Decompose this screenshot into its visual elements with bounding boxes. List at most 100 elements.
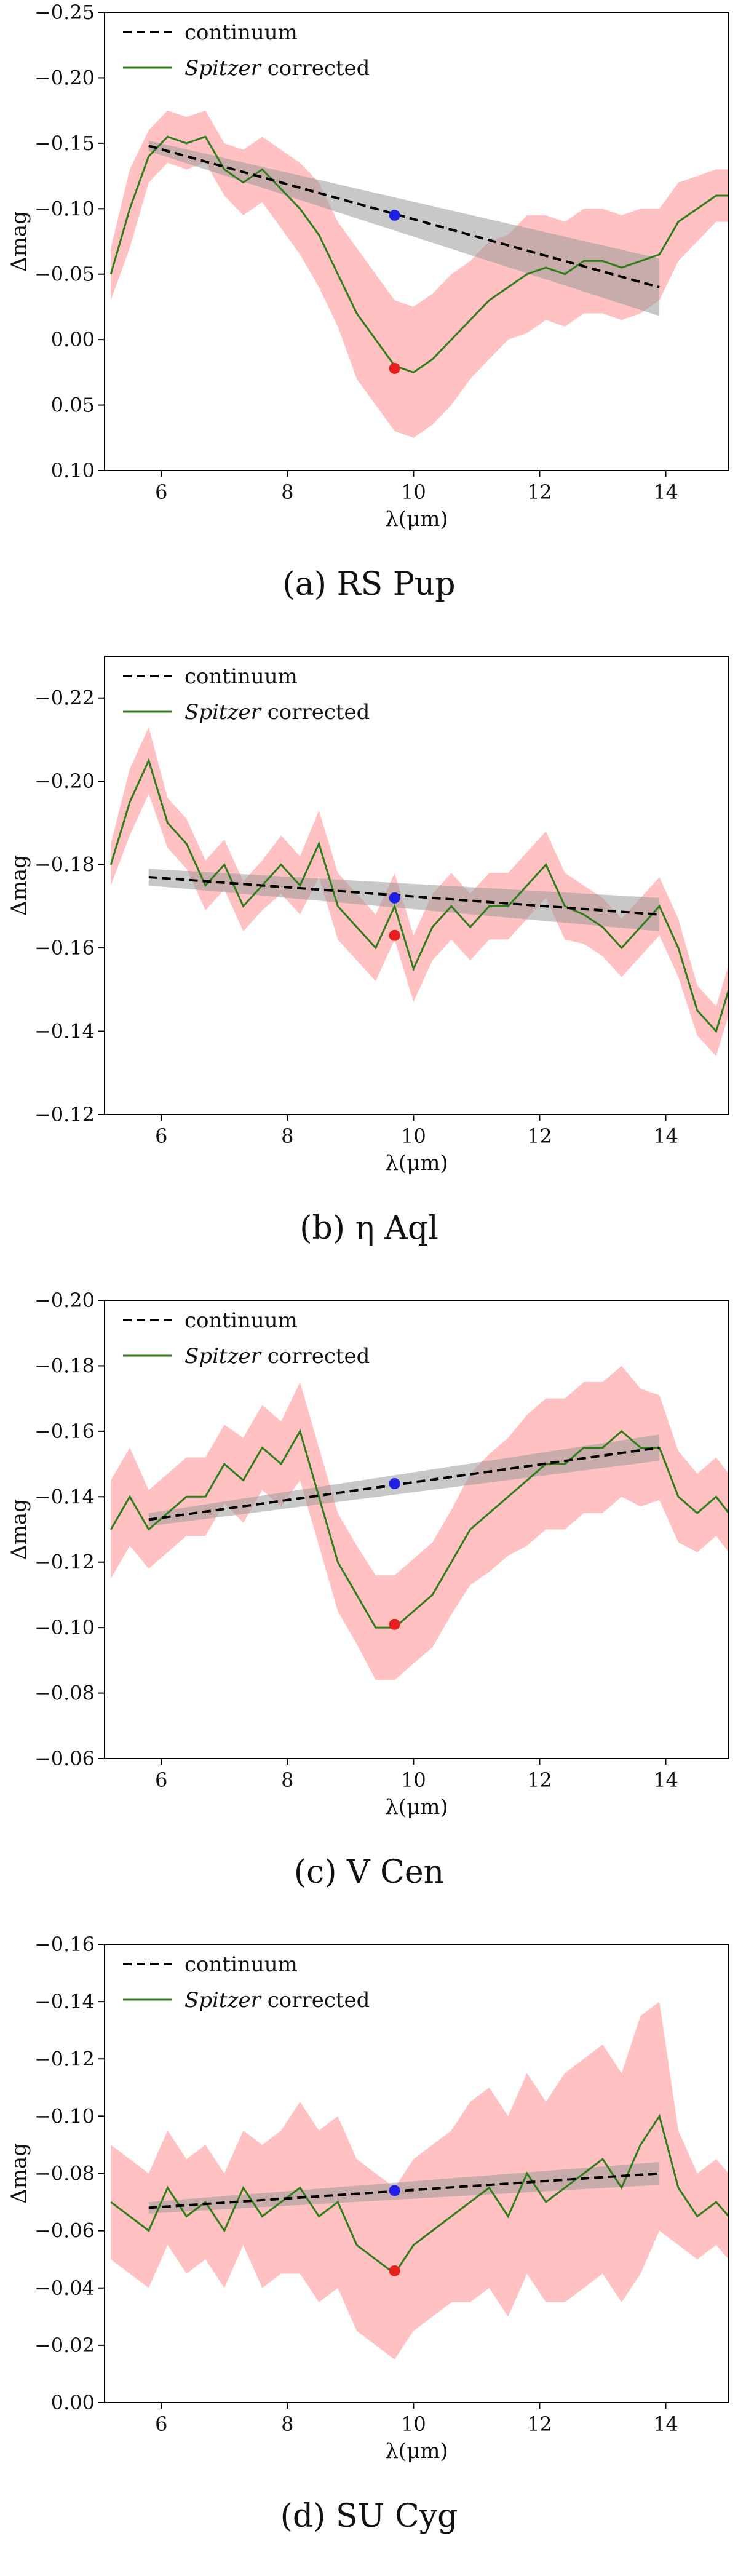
- legend-spitzer-rest: corrected: [261, 1344, 370, 1369]
- legend-spitzer-italic: Spitzer: [184, 1988, 262, 2013]
- continuum-line: [148, 145, 660, 288]
- y-tick-label: −0.02: [34, 2334, 95, 2357]
- y-axis-label: Δmag: [7, 211, 31, 272]
- x-axis-label: λ(μm): [385, 507, 448, 531]
- x-tick-label: 14: [653, 480, 678, 504]
- continuum-line: [148, 875, 660, 916]
- spitzer-uncertainty-band: [111, 110, 729, 438]
- y-tick-label: −0.12: [34, 1551, 95, 1574]
- legend-spitzer-rest: corrected: [261, 1988, 370, 2013]
- x-tick-label: 6: [155, 1768, 167, 1792]
- panel-b: 6 8 10 12 14 −0.22 −0.20 −0.18 −0.16 −0.14 −0.12 λ(…: [0, 644, 738, 1288]
- feature-point: [389, 2265, 400, 2276]
- x-axis-label: λ(μm): [385, 1151, 448, 1175]
- caption-b: (b) η Aql: [300, 1210, 438, 1247]
- continuum-uncertainty-band: [148, 1434, 660, 1527]
- y-tick-label: −0.10: [34, 2104, 95, 2128]
- x-tick-label: 8: [281, 1768, 293, 1792]
- y-tick-label: −0.12: [34, 2047, 95, 2070]
- y-tick-label: −0.20: [34, 769, 95, 793]
- legend-spitzer-label: Spitzer corrected: [184, 700, 370, 725]
- spitzer-line: [110, 2113, 729, 2275]
- legend-continuum-label: continuum: [184, 664, 298, 689]
- spitzer-line: [109, 135, 729, 374]
- legend-continuum-label: continuum: [184, 1952, 298, 1977]
- y-tick-label: −0.08: [34, 1682, 95, 1705]
- x-tick-label: 14: [653, 2412, 678, 2436]
- legend-spitzer-italic: Spitzer: [184, 700, 262, 725]
- x-tick-label: 10: [401, 2412, 426, 2436]
- y-tick-label: −0.10: [34, 1616, 95, 1639]
- y-tick-label: −0.08: [34, 2162, 95, 2185]
- x-tick-label: 12: [527, 480, 552, 504]
- continuum-point: [389, 2185, 400, 2196]
- y-tick-label: 0.00: [51, 328, 95, 351]
- plot-area: [110, 2002, 729, 2360]
- x-tick-label: 8: [281, 480, 293, 504]
- y-tick-label: −0.22: [34, 686, 95, 710]
- y-tick-label: −0.14: [34, 1990, 95, 2013]
- continuum-point: [389, 209, 400, 221]
- legend-spitzer-rest: corrected: [261, 700, 370, 725]
- x-tick-label: 14: [653, 1124, 678, 1148]
- y-tick-label: −0.20: [34, 66, 95, 89]
- x-tick-label: 6: [155, 480, 167, 504]
- caption-d: (d) SU Cyg: [280, 2498, 458, 2535]
- spitzer-uncertainty-band: [111, 2002, 729, 2360]
- continuum-line: [148, 1446, 660, 1521]
- legend-spitzer-label: Spitzer corrected: [184, 1344, 370, 1369]
- plot-area: [109, 727, 729, 1057]
- panel-c: 6 8 10 12 14 −0.20 −0.18 −0.16 −0.14 −0.12 −0.10 −0…: [0, 1288, 738, 1932]
- y-tick-label: 0.05: [51, 394, 95, 417]
- plot-frame: [104, 656, 729, 1115]
- chart-d: 6 8 10 12 14 −0.16 −0.14 −0.12 −0.10 −0.08 −0.06 −0…: [7, 1933, 729, 2463]
- x-tick-label: 6: [155, 2412, 167, 2436]
- x-tick-label: 12: [527, 1124, 552, 1148]
- y-tick-label: −0.10: [34, 197, 95, 220]
- x-axis-label: λ(μm): [385, 2439, 448, 2463]
- y-tick-label: −0.18: [34, 853, 95, 877]
- y-tick-label: −0.25: [34, 1, 95, 24]
- y-tick-label: −0.15: [34, 132, 95, 155]
- plot-frame: [104, 1300, 729, 1759]
- legend-spitzer-label: Spitzer corrected: [184, 56, 370, 81]
- x-tick-label: 14: [653, 1768, 678, 1792]
- x-tick-label: 8: [281, 1124, 293, 1148]
- y-tick-label: 0.10: [51, 459, 95, 482]
- continuum-line: [148, 2172, 660, 2209]
- panel-a: 6 8 10 12 14 −0.25 −0.20 −0.15 −0.10 −0.05 0.00 0.0…: [0, 0, 738, 644]
- continuum-point: [389, 1478, 400, 1489]
- legend-continuum-label: continuum: [184, 20, 298, 45]
- y-tick-label: −0.14: [34, 1485, 95, 1508]
- y-tick-label: −0.12: [34, 1103, 95, 1126]
- spitzer-line: [109, 758, 729, 1033]
- caption-c: (c) V Cen: [293, 1854, 445, 1891]
- caption-a: (a) RS Pup: [282, 566, 456, 603]
- y-axis-label: Δmag: [7, 2143, 31, 2204]
- chart-a: 6 8 10 12 14 −0.25 −0.20 −0.15 −0.10 −0.05 0.00 0.0…: [7, 1, 729, 531]
- legend-continuum-label: continuum: [184, 1308, 298, 1333]
- feature-point: [389, 1618, 400, 1630]
- y-tick-label: −0.04: [34, 2276, 95, 2300]
- panel-d: 6 8 10 12 14 −0.16 −0.14 −0.12 −0.10 −0.08 −0.06 −0…: [0, 1932, 738, 2576]
- x-tick-label: 10: [401, 1124, 426, 1148]
- feature-point: [389, 929, 400, 941]
- y-tick-label: −0.16: [34, 1933, 95, 1956]
- continuum-point: [389, 892, 400, 904]
- x-tick-label: 12: [527, 1768, 552, 1792]
- x-tick-label: 6: [155, 1124, 167, 1148]
- chart-b: 6 8 10 12 14 −0.22 −0.20 −0.18 −0.16 −0.14 −0.12 λ(…: [7, 656, 729, 1175]
- spitzer-line: [109, 1429, 729, 1629]
- y-tick-label: −0.05: [34, 263, 95, 286]
- legend-spitzer-italic: Spitzer: [184, 1344, 262, 1369]
- y-axis-label: Δmag: [7, 855, 31, 916]
- y-tick-label: −0.06: [34, 2219, 95, 2243]
- y-tick-label: −0.20: [34, 1289, 95, 1312]
- y-tick-label: −0.16: [34, 1420, 95, 1443]
- x-tick-label: 12: [527, 2412, 552, 2436]
- x-axis-label: λ(μm): [385, 1795, 448, 1819]
- y-tick-label: 0.00: [51, 2391, 95, 2414]
- y-tick-label: −0.18: [34, 1354, 95, 1377]
- y-tick-label: −0.16: [34, 936, 95, 960]
- legend-spitzer-italic: Spitzer: [184, 56, 262, 81]
